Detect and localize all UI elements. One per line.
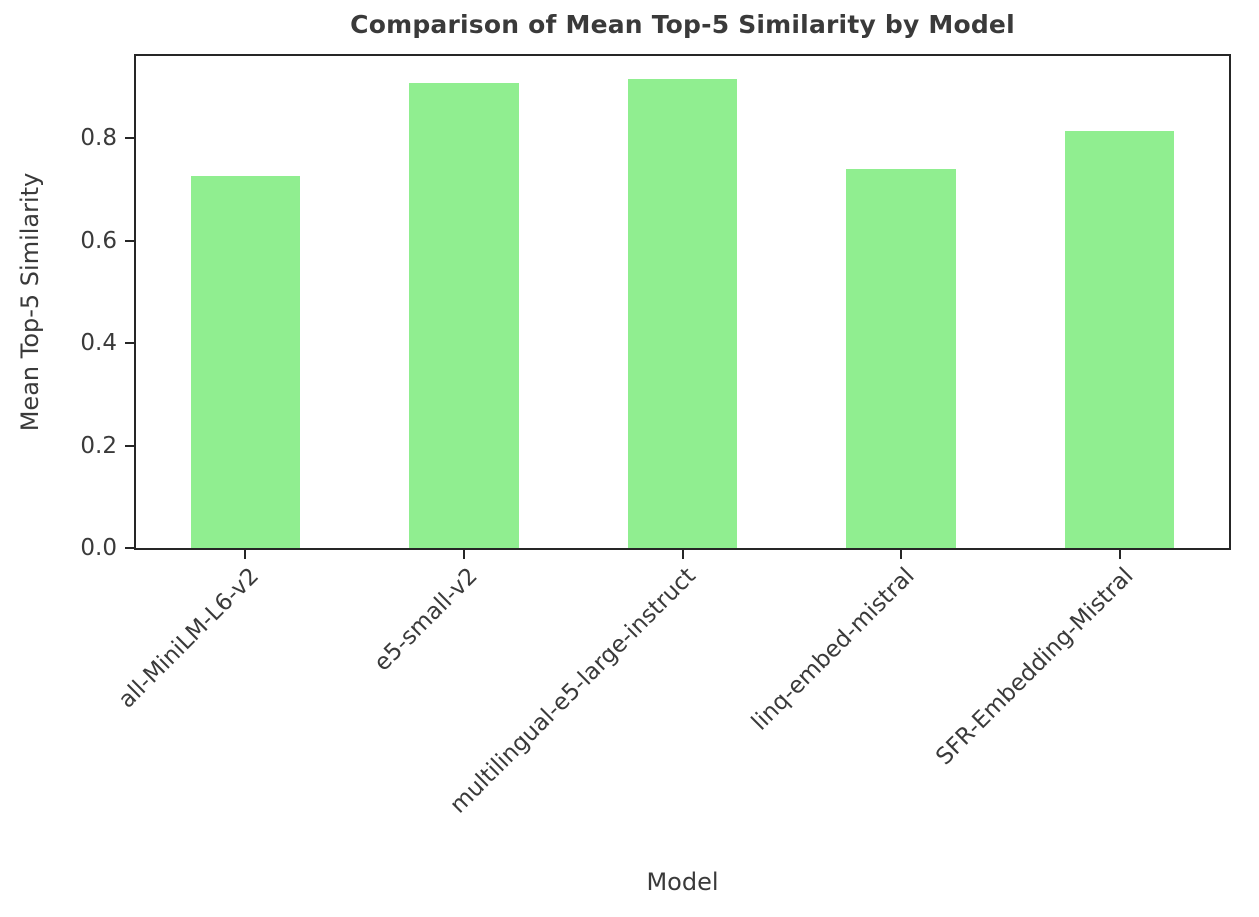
plot-area: all-MiniLM-L6-v2 e5-small-v2 multilingual-… <box>80 54 1231 819</box>
y-tick-label-0.8: 0.8 <box>80 125 117 151</box>
x-tick-mark <box>462 550 465 559</box>
x-tick-mark <box>244 550 247 559</box>
y-tick-mark <box>125 342 134 344</box>
y-tick-mark <box>125 239 134 242</box>
x-tick-mark <box>900 550 903 559</box>
bar-multilingual-e5-large-instruct <box>627 79 738 548</box>
bar-SFR-Embedding-Mistral <box>1065 130 1175 548</box>
y-tick-label-0.2: 0.2 <box>80 432 117 459</box>
x-tick-label-all-MiniLM-L6-v2: all-MiniLM-L6-v2 <box>113 563 264 714</box>
x-tick-mark <box>681 550 684 559</box>
y-tick-label-0.0: 0.0 <box>80 535 117 561</box>
bar-all-MiniLM-L6-v2 <box>190 176 300 548</box>
bar-e5-small-v2 <box>409 82 519 548</box>
y-tick-label-0.6: 0.6 <box>80 227 117 254</box>
x-tick-label-SFR-Embedding-Mistral: SFR-Embedding-Mistral <box>930 563 1139 771</box>
y-tick-mark <box>125 547 134 549</box>
x-tick-label-multilingual-e5-large-instruct: multilingual-e5-large-instruct <box>445 563 701 819</box>
x-axis-label: Model <box>646 868 719 896</box>
y-tick-label-0.4: 0.4 <box>80 330 117 356</box>
y-tick-mark <box>125 137 134 139</box>
x-tick-label-linq-embed-mistral: linq-embed-mistral <box>746 563 920 736</box>
y-tick-mark <box>125 444 134 447</box>
bar-linq-embed-mistral <box>846 168 956 548</box>
y-axis-label: Mean Top-5 Similarity <box>16 172 44 432</box>
x-tick-mark <box>1118 550 1121 559</box>
x-tick-label-e5-small-v2: e5-small-v2 <box>368 563 483 677</box>
chart-title: Comparison of Mean Top-5 Similarity by M… <box>350 10 1015 39</box>
